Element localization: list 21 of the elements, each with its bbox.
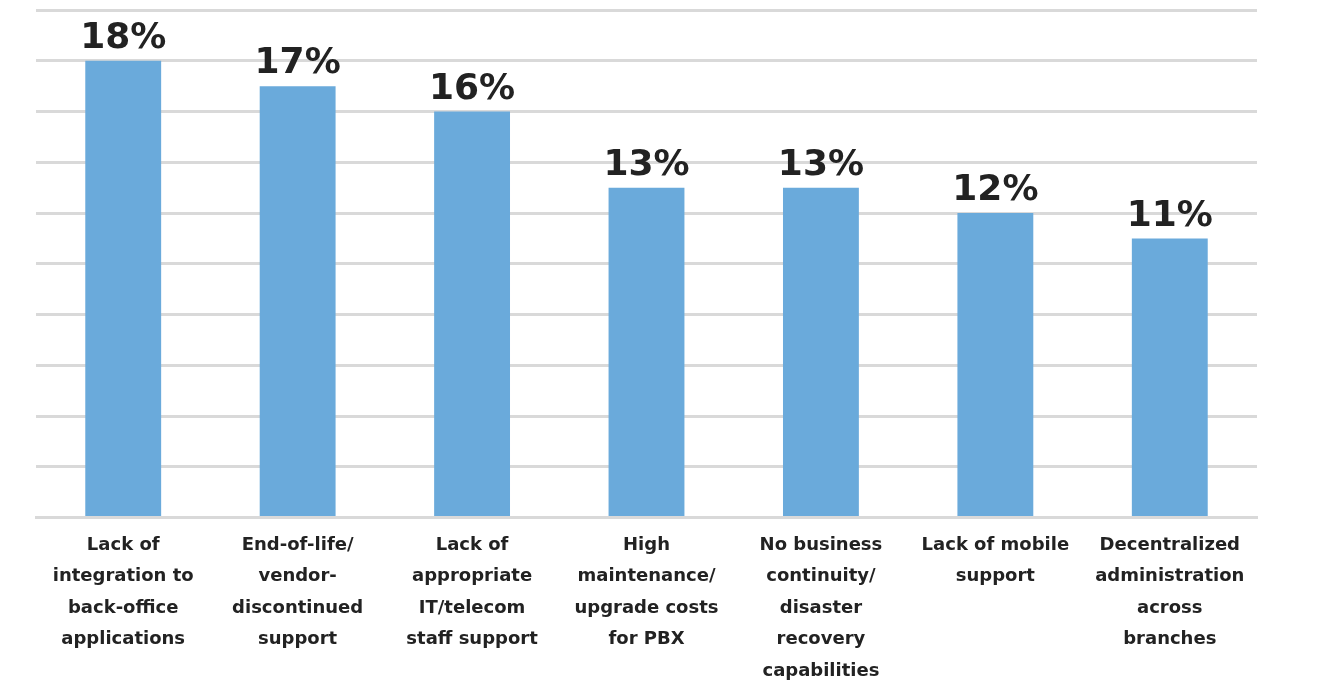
data-label: 13% [777, 141, 865, 183]
x-tick-label: Lack of mobile support [921, 532, 1070, 586]
x-tick-label: No business continuity/ disaster recovery capabilities [759, 532, 883, 680]
x-tick-label: End-of-life/ vendor-discontinued support [232, 532, 364, 649]
bar [259, 86, 336, 516]
data-label: 13% [603, 141, 690, 183]
data-label: 18% [80, 15, 167, 57]
x-tick-label: Lack of integration to back-office applications [52, 532, 194, 649]
x-tick-label: Decentralized administration across branches [1095, 532, 1245, 649]
data-label: 12% [952, 167, 1039, 209]
bar [957, 213, 1034, 516]
data-label: 11% [1126, 192, 1213, 234]
data-label: 16% [428, 65, 516, 107]
bar [608, 187, 685, 516]
x-tick-label: High maintenance/ upgrade costs for PBX [574, 532, 719, 649]
bar [1131, 238, 1208, 516]
bar [434, 111, 511, 516]
x-tick-label: Lack of appropriate IT/telecom staff support [406, 532, 539, 649]
bar [85, 60, 162, 516]
bar [782, 187, 859, 516]
data-label: 17% [254, 40, 341, 82]
